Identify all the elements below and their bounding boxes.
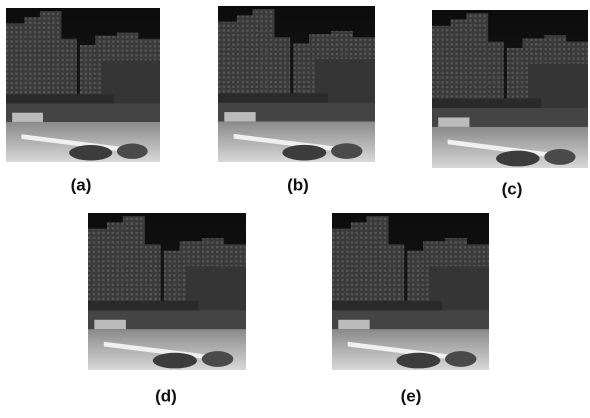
figure: (a) (b) (c) (d) (e)	[0, 0, 590, 413]
page: (a) (b) (c) (d) (e) (() => { const data …	[0, 0, 590, 413]
panel-image	[6, 8, 160, 162]
panel-image	[332, 213, 489, 370]
panel-label: (c)	[502, 179, 523, 198]
panel-image	[432, 10, 588, 168]
panel-label: (e)	[401, 386, 422, 405]
panel-label: (d)	[155, 386, 177, 405]
panel-image	[88, 213, 246, 370]
panel-label: (b)	[287, 175, 309, 194]
panel-image	[218, 6, 375, 162]
panel-label: (a)	[71, 175, 92, 194]
